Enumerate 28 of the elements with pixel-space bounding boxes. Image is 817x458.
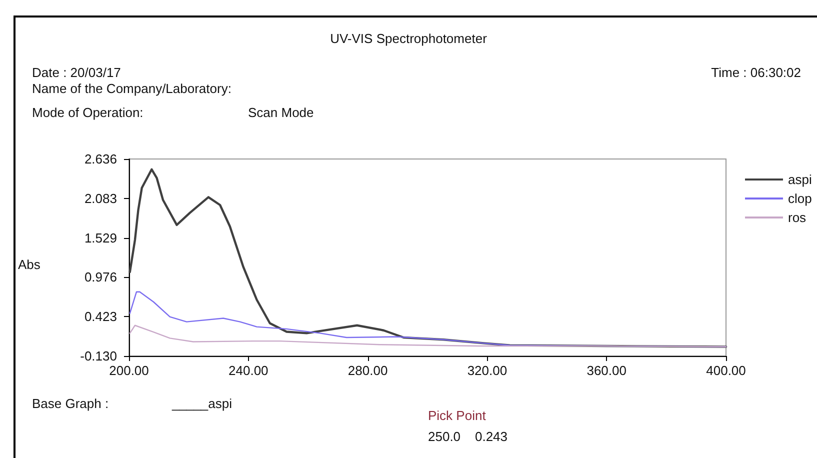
text: 250.0 0.243 [428,429,508,444]
text: Scan Mode [248,105,314,120]
legend-label: clop [788,191,812,206]
chart-title: UV-VIS Spectrophotometer [330,31,488,46]
text: _____aspi [171,396,232,411]
x-tick-label: 360.00 [586,363,626,378]
x-tick-label: 320.00 [467,363,508,378]
y-tick-label: 2.636 [84,152,117,166]
text: Time : 06:30:02 [711,65,802,80]
y-tick-label: 2.083 [84,190,117,206]
legend-label: ros [788,210,807,225]
x-tick-label: 240.00 [228,363,268,378]
text: Mode of Operation: [32,105,144,120]
y-tick-label: 1.529 [84,230,117,246]
y-tick-label: -0.130 [80,348,117,364]
text: Pick Point [428,408,486,423]
legend-label: aspi [788,172,812,187]
y-tick-label: 0.423 [84,309,117,324]
y-tick-label: 0.976 [84,270,117,285]
text: Date : 20/03/17 [32,65,121,80]
line-series [128,168,728,348]
line-series [129,324,727,348]
text: Name of the Company/Laboratory: [32,81,232,96]
x-tick-label: 280.00 [348,363,388,378]
text: Base Graph : [32,396,109,411]
x-tick-label: 200.00 [109,363,149,378]
y-axis-title: Abs [18,257,41,272]
x-tick-label: 400.00 [706,363,746,378]
